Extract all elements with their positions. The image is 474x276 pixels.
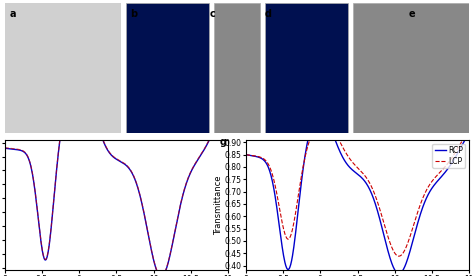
RCP (462, 139, 468, 142)
Text: b: b (130, 9, 137, 19)
RCP (243, 153, 249, 156)
RCP (350, 168, 356, 172)
Text: e: e (409, 9, 416, 19)
FancyBboxPatch shape (126, 3, 209, 133)
Line: LCP: LCP (246, 121, 469, 256)
Y-axis label: Transmittance: Transmittance (214, 176, 223, 235)
LCP (351, 162, 356, 165)
LCP (376, 206, 382, 209)
FancyBboxPatch shape (265, 3, 348, 133)
FancyBboxPatch shape (353, 3, 469, 133)
LCP (243, 153, 249, 156)
Legend: RCP, LCP: RCP, LCP (432, 144, 465, 168)
Text: c: c (209, 9, 215, 19)
LCP (466, 127, 472, 131)
RCP (365, 183, 370, 187)
LCP (396, 254, 402, 258)
Text: d: d (265, 9, 272, 19)
RCP (318, 111, 323, 115)
LCP (350, 161, 356, 164)
RCP (427, 190, 433, 193)
FancyBboxPatch shape (214, 3, 260, 133)
LCP (365, 177, 370, 181)
Text: a: a (9, 9, 16, 19)
LCP (462, 135, 468, 138)
RCP (376, 216, 382, 219)
RCP (466, 131, 472, 134)
FancyBboxPatch shape (5, 3, 121, 133)
LCP (320, 119, 326, 122)
Line: RCP: RCP (246, 113, 469, 274)
LCP (427, 183, 433, 186)
RCP (396, 272, 402, 275)
Text: RCP: RCP (158, 0, 177, 1)
Text: g: g (219, 137, 226, 147)
RCP (351, 169, 356, 173)
Text: LCP: LCP (302, 0, 320, 1)
